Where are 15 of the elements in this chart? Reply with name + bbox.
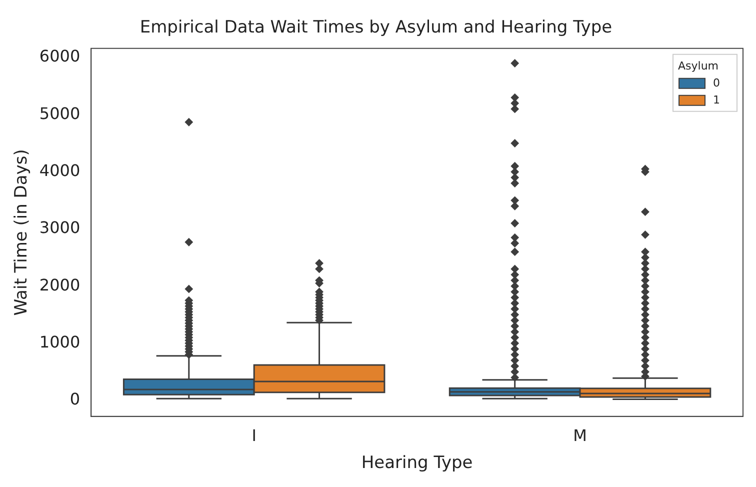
legend-label: 0 (713, 76, 720, 90)
chart-title: Empirical Data Wait Times by Asylum and Hearing Type (140, 18, 612, 38)
y-tick-label: 4000 (39, 160, 80, 180)
y-tick-label: 1000 (39, 332, 80, 352)
y-tick-label: 6000 (39, 46, 80, 66)
x-tick-label: I (252, 426, 256, 446)
legend-label: 1 (713, 93, 720, 106)
y-tick-label: 0 (70, 390, 80, 409)
legend-title: Asylum (678, 59, 719, 72)
y-tick-label: 3000 (39, 218, 80, 238)
x-tick-label: M (573, 426, 587, 446)
y-tick-label: 2000 (39, 275, 80, 294)
x-axis-title: Hearing Type (361, 453, 473, 474)
y-tick-label: 5000 (39, 104, 80, 123)
y-axis-title: Wait Time (in Days) (12, 149, 32, 316)
